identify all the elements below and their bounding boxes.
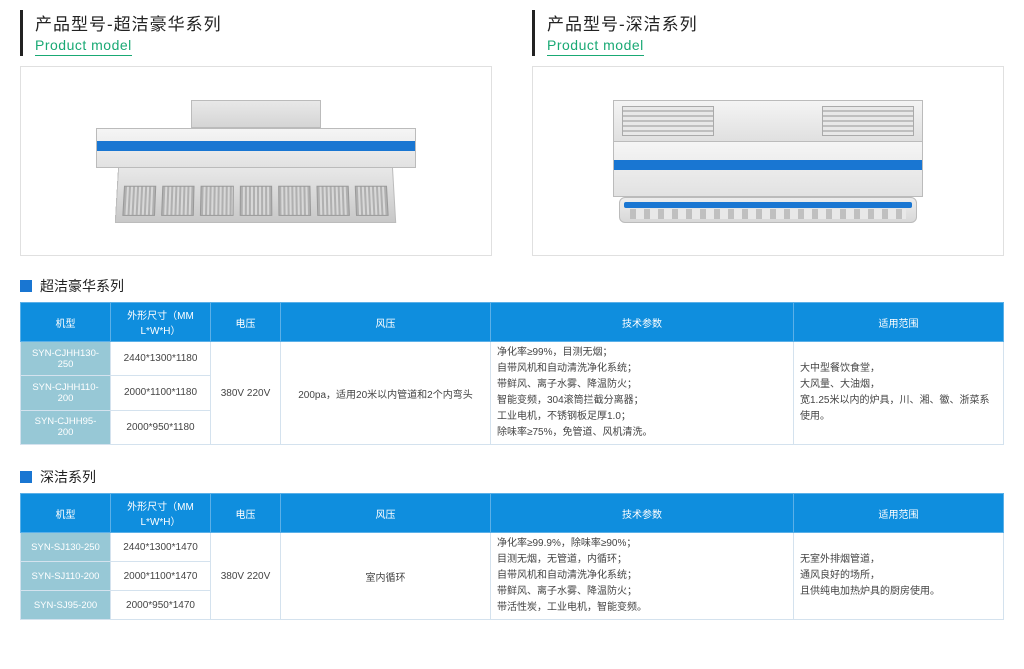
th-dim: 外形尺寸（MM L*W*H） [111, 303, 211, 342]
product-card-left: 产品型号-超洁豪华系列 Product model [20, 10, 492, 256]
th-model: 机型 [21, 303, 111, 342]
product-image-left [20, 66, 492, 256]
table-row: SYN-SJ130-250 2440*1300*1470 380V 220V 室… [21, 533, 1004, 562]
spec-table-0: 机型 外形尺寸（MM L*W*H） 电压 风压 技术参数 适用范围 SYN-CJ… [20, 302, 1004, 445]
th-dim: 外形尺寸（MM L*W*H） [111, 494, 211, 533]
th-wind: 风压 [281, 303, 491, 342]
table-header-row: 机型 外形尺寸（MM L*W*H） 电压 风压 技术参数 适用范围 [21, 494, 1004, 533]
cell-dim: 2000*1100*1470 [111, 562, 211, 591]
square-bullet-icon [20, 280, 32, 292]
cell-voltage: 380V 220V [211, 342, 281, 445]
th-volt: 电压 [211, 303, 281, 342]
cell-model: SYN-SJ130-250 [21, 533, 111, 562]
cell-voltage: 380V 220V [211, 533, 281, 620]
cell-model: SYN-CJHH95-200 [21, 410, 111, 444]
product-title-en: Product model [547, 37, 644, 56]
hood-illustration-2 [613, 100, 923, 223]
cell-dim: 2000*950*1470 [111, 591, 211, 620]
th-model: 机型 [21, 494, 111, 533]
section-title-0: 超洁豪华系列 [20, 276, 1004, 296]
table-header-row: 机型 外形尺寸（MM L*W*H） 电压 风压 技术参数 适用范围 [21, 303, 1004, 342]
th-tech: 技术参数 [491, 303, 794, 342]
hood-illustration-1 [96, 100, 416, 223]
cell-tech: 净化率≥99%，目测无烟； 自带风机和自动清洗净化系统； 带鲜风、离子水雾、降温… [491, 342, 794, 445]
cell-dim: 2000*1100*1180 [111, 376, 211, 410]
spec-table-1: 机型 外形尺寸（MM L*W*H） 电压 风压 技术参数 适用范围 SYN-SJ… [20, 493, 1004, 620]
th-tech: 技术参数 [491, 494, 794, 533]
cell-model: SYN-SJ95-200 [21, 591, 111, 620]
square-bullet-icon [20, 471, 32, 483]
th-scope: 适用范围 [794, 303, 1004, 342]
cell-model: SYN-CJHH110-200 [21, 376, 111, 410]
cell-tech: 净化率≥99.9%，除味率≥90%； 目测无烟，无管道，内循环； 自带风机和自动… [491, 533, 794, 620]
product-card-right: 产品型号-深洁系列 Product model [532, 10, 1004, 256]
section-title-text: 深洁系列 [40, 467, 96, 487]
section-title-1: 深洁系列 [20, 467, 1004, 487]
product-title-en: Product model [35, 37, 132, 56]
section-title-text: 超洁豪华系列 [40, 276, 124, 296]
th-wind: 风压 [281, 494, 491, 533]
th-volt: 电压 [211, 494, 281, 533]
cell-model: SYN-SJ110-200 [21, 562, 111, 591]
cell-scope: 大中型餐饮食堂， 大风量、大油烟， 宽1.25米以内的炉具，川、湘、徽、浙菜系使… [794, 342, 1004, 445]
table-row: SYN-CJHH130-250 2440*1300*1180 380V 220V… [21, 342, 1004, 376]
cell-scope: 无室外排烟管道， 通风良好的场所， 且供纯电加热炉具的厨房使用。 [794, 533, 1004, 620]
product-header: 产品型号-深洁系列 Product model [532, 10, 1004, 56]
cell-wind: 200pa，适用20米以内管道和2个内弯头 [281, 342, 491, 445]
cell-model: SYN-CJHH130-250 [21, 342, 111, 376]
cell-wind: 室内循环 [281, 533, 491, 620]
th-scope: 适用范围 [794, 494, 1004, 533]
product-header: 产品型号-超洁豪华系列 Product model [20, 10, 492, 56]
cell-dim: 2440*1300*1180 [111, 342, 211, 376]
cell-dim: 2000*950*1180 [111, 410, 211, 444]
cell-dim: 2440*1300*1470 [111, 533, 211, 562]
product-title-cn: 产品型号-超洁豪华系列 [35, 10, 492, 35]
product-image-right [532, 66, 1004, 256]
product-title-cn: 产品型号-深洁系列 [547, 10, 1004, 35]
